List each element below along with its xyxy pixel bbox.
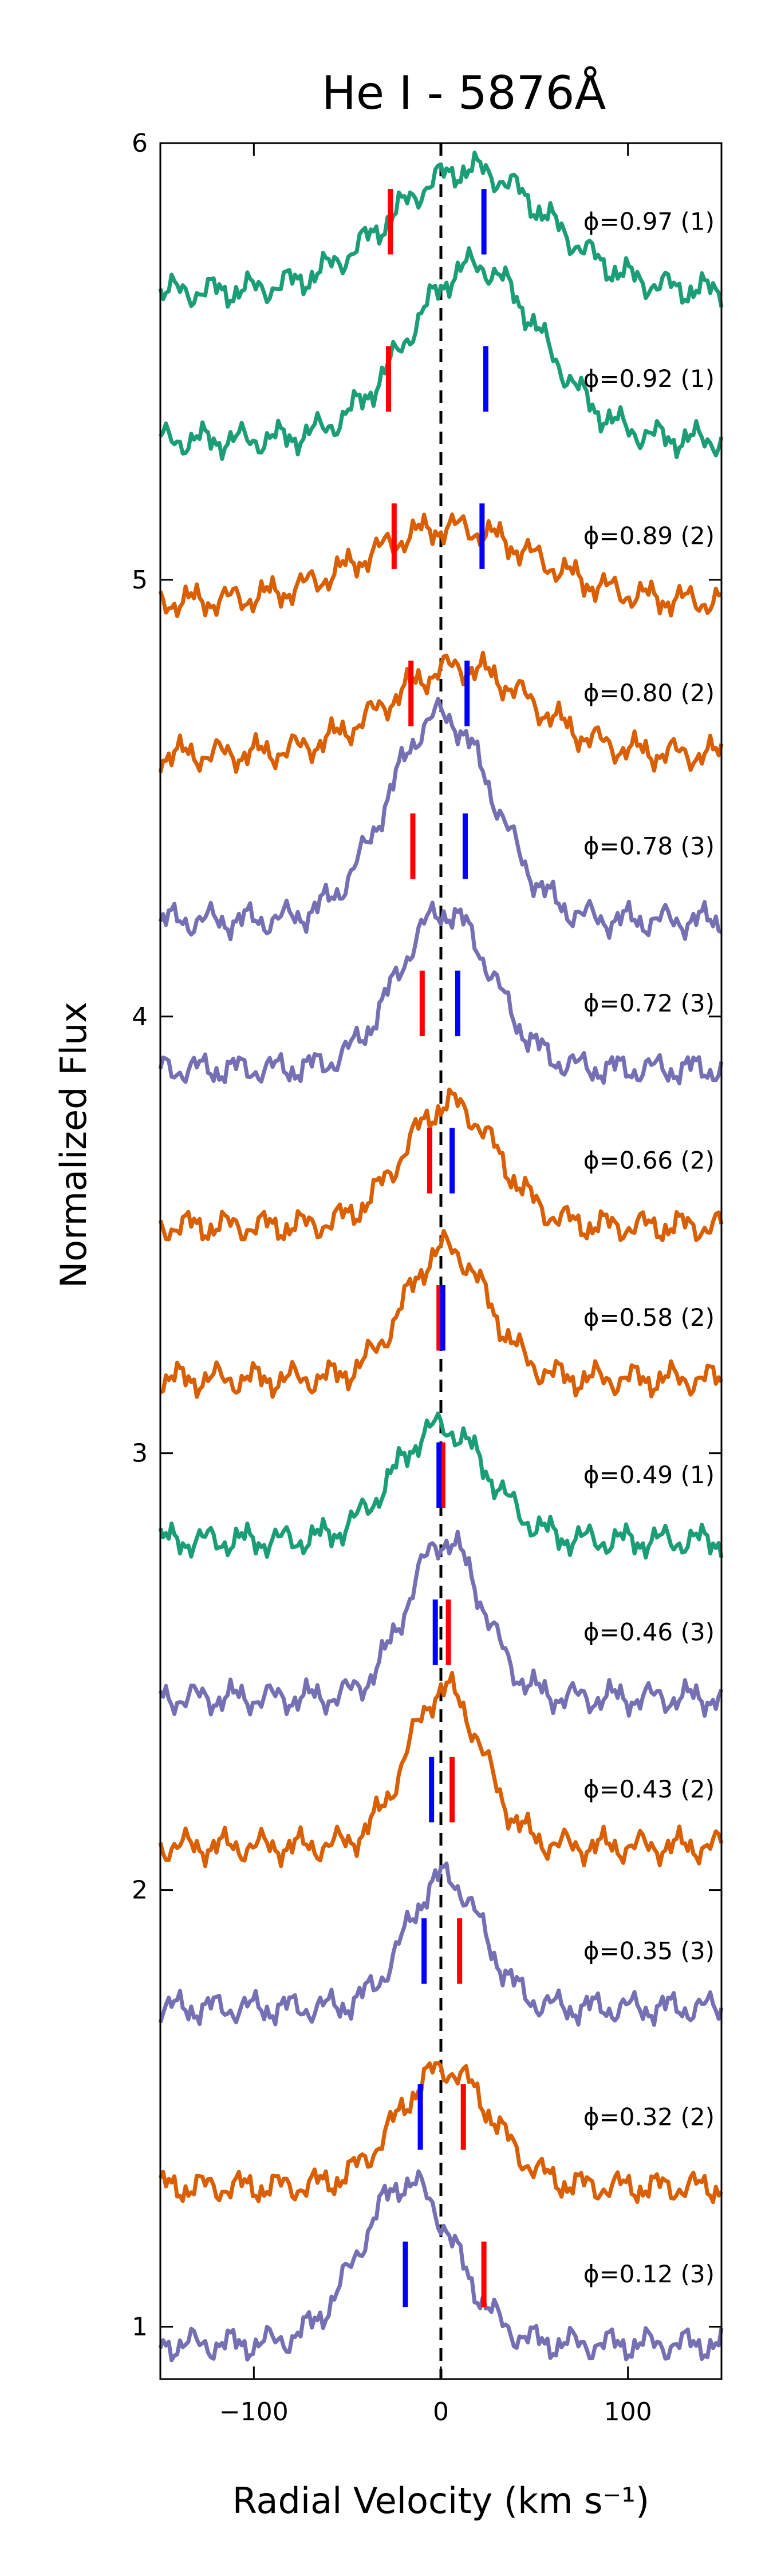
phase-label: ϕ=0.80 (2)	[583, 679, 715, 707]
chart-title: He I - 5876Å	[322, 66, 606, 120]
phase-label: ϕ=0.49 (1)	[583, 1461, 715, 1489]
phase-label: ϕ=0.97 (1)	[583, 207, 715, 235]
spectrum-line	[159, 246, 724, 461]
x-tick-label: −100	[219, 2397, 289, 2427]
spectrum-line	[158, 697, 723, 942]
y-tick-label: 2	[132, 1876, 148, 1905]
phase-label: ϕ=0.92 (1)	[583, 365, 715, 393]
phase-label: ϕ=0.46 (3)	[583, 1618, 715, 1646]
phase-label: ϕ=0.78 (3)	[583, 832, 715, 860]
y-tick-label: 1	[132, 2312, 148, 2341]
phase-label: ϕ=0.72 (3)	[583, 989, 715, 1017]
phase-label: ϕ=0.58 (2)	[583, 1303, 715, 1332]
plot-area: −100 0 100 1 2 3 4 5 6 ϕ=0.97 (1) ϕ=0.92 (1) ϕ=0.89…	[132, 129, 724, 2427]
spectrum-line	[158, 650, 724, 774]
y-tick-label: 3	[132, 1439, 148, 1468]
x-axis-label: Radial Velocity (km s⁻¹)	[232, 2480, 649, 2522]
y-tick-label: 4	[132, 1002, 148, 1032]
spectrum-line	[159, 1229, 724, 1399]
spectrum-line	[158, 1861, 724, 2027]
y-tick-label: 5	[132, 566, 148, 595]
phase-label: ϕ=0.66 (2)	[583, 1147, 715, 1175]
phase-label: ϕ=0.43 (2)	[583, 1775, 715, 1803]
phase-label: ϕ=0.35 (3)	[583, 1937, 715, 1965]
spectrum-line	[158, 512, 723, 618]
spectrum-line	[158, 151, 724, 309]
x-tick-label: 100	[604, 2397, 652, 2427]
spectrum-line	[158, 1530, 724, 1718]
spectrum-line	[158, 2061, 723, 2204]
y-tick-label: 6	[132, 129, 148, 158]
spectrum-line	[158, 1087, 724, 1243]
spectrum-line	[158, 1411, 724, 1560]
phase-label: ϕ=0.89 (2)	[583, 522, 715, 550]
spectrum-line	[158, 1670, 724, 1868]
phase-label: ϕ=0.12 (3)	[583, 2260, 715, 2288]
x-tick-label: 0	[433, 2397, 449, 2427]
spectrum-line	[158, 2169, 724, 2362]
y-axis-label: Normalized Flux	[53, 1002, 94, 1288]
plot-frame	[159, 142, 723, 2380]
spectrum-line	[158, 900, 724, 1085]
phase-label: ϕ=0.32 (2)	[583, 2103, 715, 2131]
